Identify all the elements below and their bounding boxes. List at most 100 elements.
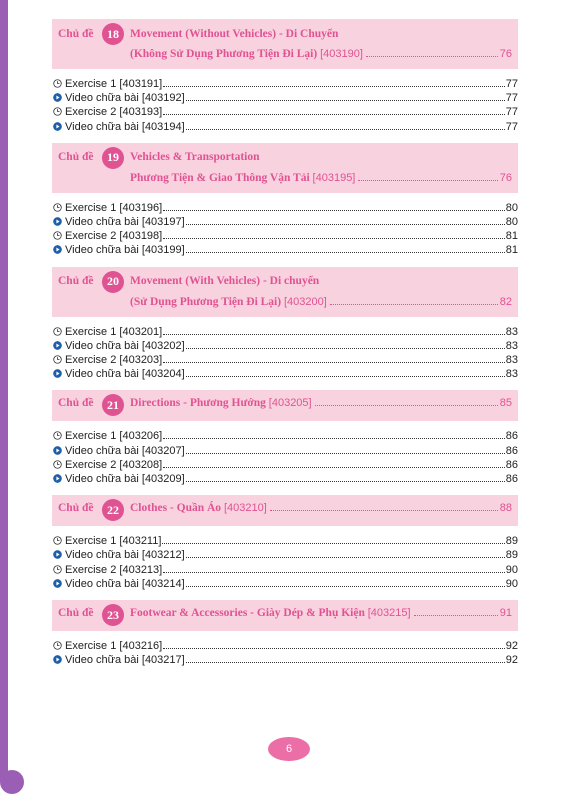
entry-list: Exercise 1 [403191] 77 Video chữa bài [403…: [52, 69, 518, 137]
leader-dots: [269, 510, 498, 512]
toc-entry[interactable]: Video chữa bài [403214] 90: [52, 577, 518, 591]
leader-dots: [413, 615, 498, 617]
chu-de-label: Chủ đề: [58, 27, 94, 40]
entry-label: Video chữa bài [403197]: [65, 216, 185, 229]
section-header[interactable]: Chủ đề 23 Footwear & Accessories - Giày Dé…: [52, 600, 518, 632]
section-page: 85: [499, 397, 512, 410]
leader-dots: [163, 362, 505, 364]
toc-section: Chủ đề 23 Footwear & Accessories - Giày Dé…: [52, 600, 518, 670]
leader-dots: [163, 438, 505, 440]
toc-entry[interactable]: Video chữa bài [403197] 80: [52, 215, 518, 229]
toc-entry[interactable]: Exercise 2 [403203] 83: [52, 353, 518, 367]
entry-page: 89: [505, 549, 518, 562]
play-icon: [53, 578, 62, 588]
toc-entry[interactable]: Video chữa bài [403199] 81: [52, 243, 518, 257]
section-subtitle: (Sử Dụng Phương Tiện Đi Lại): [130, 295, 282, 308]
toc-entry[interactable]: Video chữa bài [403202] 83: [52, 339, 518, 353]
section-code: [403210]: [223, 502, 267, 515]
entry-label: Video chữa bài [403202]: [65, 339, 185, 352]
section-page: 76: [499, 171, 512, 184]
entry-page: 77: [505, 78, 518, 90]
section-header-row: Chủ đề 23 Footwear & Accessories - Giày Dé…: [58, 604, 512, 627]
section-title: Movement (Without Vehicles) - Di Chuyển: [130, 27, 339, 40]
play-icon: [53, 340, 62, 350]
toc-entry[interactable]: Exercise 2 [403198] 81: [52, 229, 518, 243]
leader-dots: [185, 224, 505, 226]
toc-entry[interactable]: Video chữa bài [403192] 77: [52, 91, 518, 105]
entry-list: Exercise 1 [403196] 80 Video chữa bài [403…: [52, 193, 518, 261]
entry-label: Video chữa bài [403217]: [65, 654, 185, 667]
entry-label: Exercise 1 [403201]: [65, 325, 163, 338]
toc-entry[interactable]: Exercise 1 [403196] 80: [52, 201, 518, 215]
clock-icon: [53, 78, 62, 88]
toc-entry[interactable]: Exercise 2 [403208] 86: [52, 458, 518, 472]
toc-entry[interactable]: Exercise 1 [403201] 83: [52, 325, 518, 339]
entry-page: 80: [505, 216, 518, 229]
leader-dots: [314, 405, 498, 407]
entry-label: Video chữa bài [403199]: [65, 244, 185, 257]
toc-entry[interactable]: Exercise 1 [403191] 77: [52, 77, 518, 91]
leader-dots: [185, 481, 505, 483]
section-number-badge: 23: [102, 604, 124, 627]
section-header[interactable]: Chủ đề 22 Clothes - Quần Áo [403210] 88: [52, 495, 518, 527]
clock-icon: [53, 202, 62, 212]
entry-page: 80: [505, 201, 518, 214]
toc-entry[interactable]: Exercise 1 [403206] 86: [52, 429, 518, 443]
clock-icon: [53, 430, 62, 441]
leader-dots: [163, 114, 505, 116]
chu-de-label: Chủ đề: [58, 502, 94, 515]
entry-label: Video chữa bài [403212]: [65, 549, 185, 562]
clock-icon: [53, 230, 62, 240]
toc-entry[interactable]: Video chữa bài [403194] 77: [52, 120, 518, 134]
entry-page: 90: [505, 577, 518, 590]
section-page: 88: [499, 502, 512, 515]
play-icon: [53, 445, 62, 455]
toc-entry[interactable]: Video chữa bài [403207] 86: [52, 444, 518, 458]
play-icon: [53, 473, 62, 483]
leader-dots: [185, 452, 505, 454]
clock-icon: [53, 106, 62, 117]
toc-entry[interactable]: Video chữa bài [403212] 89: [52, 548, 518, 562]
section-header[interactable]: Chủ đề 21 Directions - Phương Hướng [40320…: [52, 390, 518, 422]
toc-entry[interactable]: Exercise 1 [403216] 92: [52, 639, 518, 653]
toc-entry[interactable]: Video chữa bài [403209] 86: [52, 472, 518, 486]
section-header-row: Chủ đề 18 Movement (Without Vehicles) - Di…: [58, 23, 512, 45]
toc-section: Chủ đề 19 Vehicles & Transportation Phương …: [52, 142, 518, 261]
entry-page: 86: [505, 430, 518, 443]
entry-label: Exercise 1 [403216]: [65, 640, 163, 653]
leader-dots: [163, 238, 505, 240]
entry-page: 86: [505, 444, 518, 457]
leader-dots: [163, 333, 505, 335]
section-header[interactable]: Chủ đề 19 Vehicles & Transportation Phương …: [52, 142, 518, 193]
toc-entry[interactable]: Exercise 1 [403211] 89: [52, 534, 518, 548]
entry-page: 81: [505, 244, 518, 257]
entry-label: Exercise 1 [403191]: [65, 78, 163, 90]
toc-section: Chủ đề 18 Movement (Without Vehicles) - Di…: [52, 19, 518, 137]
toc-entry[interactable]: Exercise 2 [403193] 77: [52, 105, 518, 119]
entry-label: Video chữa bài [403192]: [65, 92, 185, 105]
entry-label: Exercise 1 [403196]: [65, 201, 163, 214]
leader-dots: [185, 128, 505, 130]
section-subtitle-row: Phương Tiện & Giao Thông Vận Tải [403195…: [58, 169, 512, 188]
section-header[interactable]: Chủ đề 18 Movement (Without Vehicles) - Di…: [52, 19, 518, 69]
section-title: Vehicles & Transportation: [130, 151, 260, 164]
section-header[interactable]: Chủ đề 20 Movement (With Vehicles) - Di ch…: [52, 266, 518, 317]
section-title: Clothes - Quần Áo: [130, 502, 222, 515]
toc-entry[interactable]: Video chữa bài [403204] 83: [52, 367, 518, 381]
entry-label: Exercise 2 [403213]: [65, 563, 163, 576]
play-icon: [53, 244, 62, 255]
entry-page: 83: [505, 354, 518, 367]
clock-icon: [53, 354, 62, 364]
entry-label: Video chữa bài [403209]: [65, 473, 185, 486]
section-code: [403205]: [268, 397, 312, 410]
leader-dots: [162, 543, 505, 545]
section-page: 91: [499, 607, 512, 620]
section-subtitle-row: (Sử Dụng Phương Tiện Đi Lại) [403200] 82: [58, 293, 512, 312]
toc-entry[interactable]: Video chữa bài [403217] 92: [52, 653, 518, 667]
toc-entry[interactable]: Exercise 2 [403213] 90: [52, 563, 518, 577]
leader-dots: [163, 86, 505, 87]
entry-page: 81: [505, 230, 518, 243]
play-icon: [53, 654, 62, 665]
clock-icon: [53, 326, 62, 336]
clock-icon: [53, 640, 62, 650]
